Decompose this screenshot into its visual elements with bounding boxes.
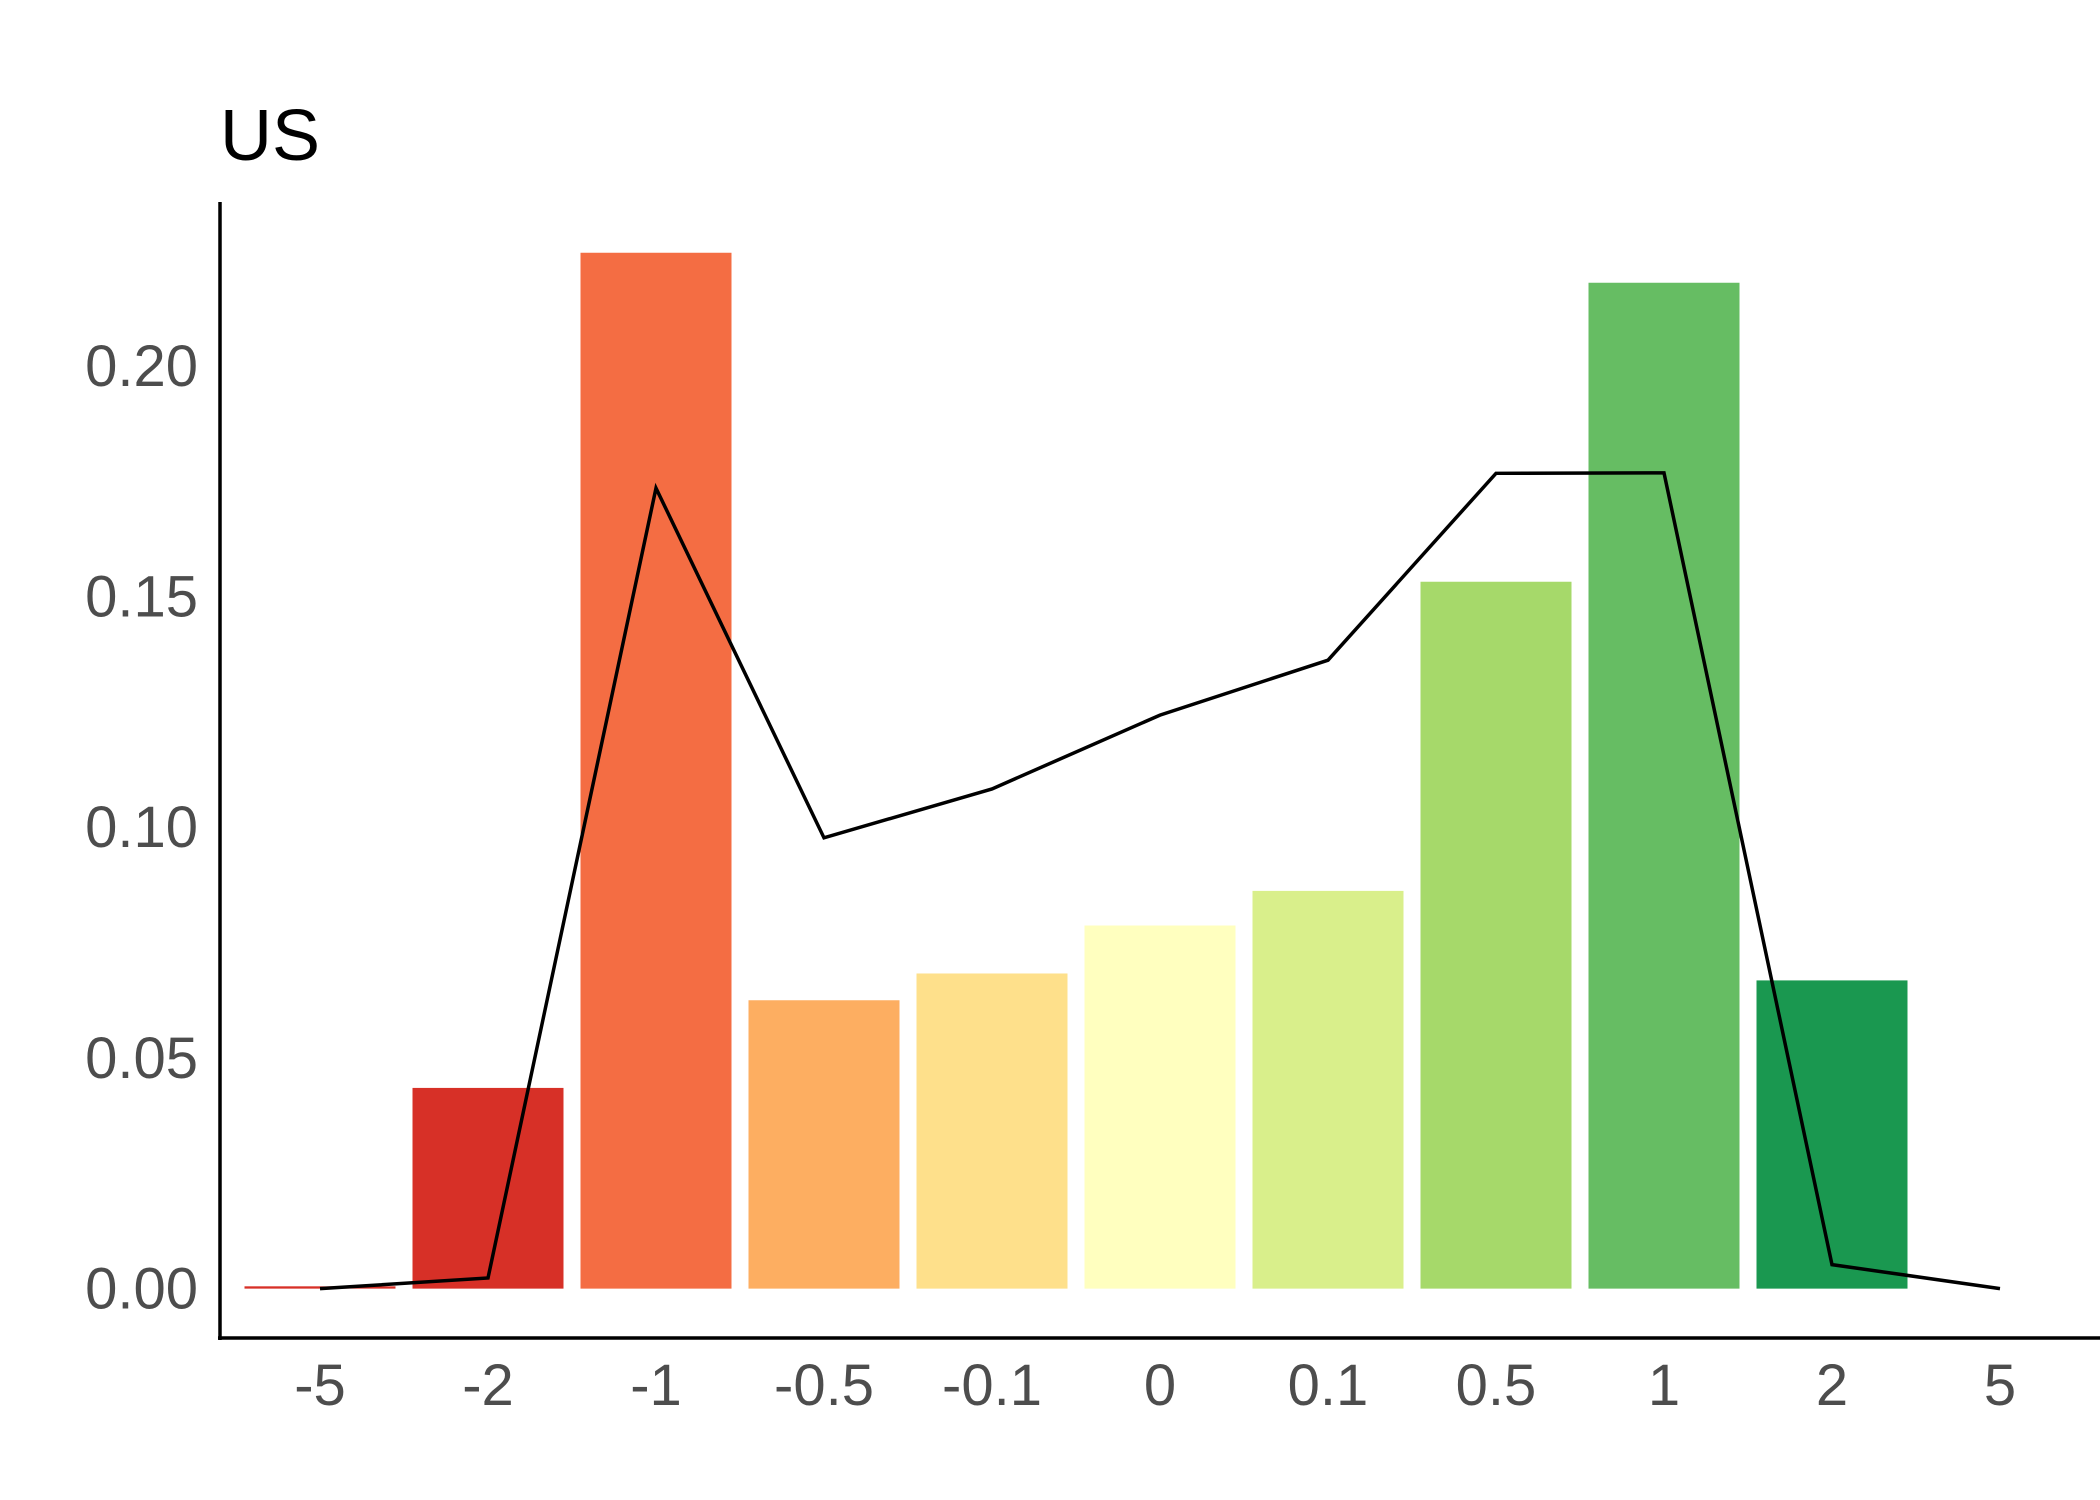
x-tick-label: 1 bbox=[1648, 1353, 1680, 1418]
series-line bbox=[319, 471, 2001, 1291]
bar--0.5 bbox=[748, 1000, 900, 1289]
y-tick-label: 0.15 bbox=[85, 565, 198, 630]
x-tick-label: -0.1 bbox=[942, 1353, 1042, 1418]
x-tick-label: -0.5 bbox=[774, 1353, 874, 1418]
bar-0 bbox=[1084, 925, 1236, 1289]
x-tick-label: -2 bbox=[462, 1353, 514, 1418]
bar-2 bbox=[1756, 980, 1908, 1289]
x-tick-label: 5 bbox=[1984, 1353, 2016, 1418]
x-tick-label: 0.1 bbox=[1288, 1353, 1369, 1418]
y-tick-label: 0.10 bbox=[85, 795, 198, 860]
x-tick-label: 2 bbox=[1816, 1353, 1848, 1418]
x-tick-label: -1 bbox=[630, 1353, 682, 1418]
chart-title: US bbox=[220, 96, 320, 176]
x-tick-label: 0 bbox=[1144, 1353, 1176, 1418]
bar--1 bbox=[580, 252, 732, 1289]
x-tick-label: 0.5 bbox=[1456, 1353, 1537, 1418]
x-tick-label: -5 bbox=[294, 1353, 346, 1418]
y-axis-ticks: 0.00 0.05 0.10 0.15 0.20 bbox=[85, 334, 198, 1322]
x-axis-ticks: -5 -2 -1 -0.5 -0.1 0 0.1 0.5 1 2 5 bbox=[294, 1353, 2016, 1418]
bar-0.5 bbox=[1420, 581, 1572, 1289]
bars-group bbox=[244, 252, 1908, 1289]
bar--2 bbox=[412, 1087, 564, 1289]
bar--0.1 bbox=[916, 973, 1068, 1289]
bar-0.1 bbox=[1252, 890, 1404, 1289]
y-tick-label: 0.05 bbox=[85, 1026, 198, 1091]
bar-1 bbox=[1588, 282, 1740, 1289]
y-tick-label: 0.20 bbox=[85, 334, 198, 399]
y-tick-label: 0.00 bbox=[85, 1257, 198, 1322]
